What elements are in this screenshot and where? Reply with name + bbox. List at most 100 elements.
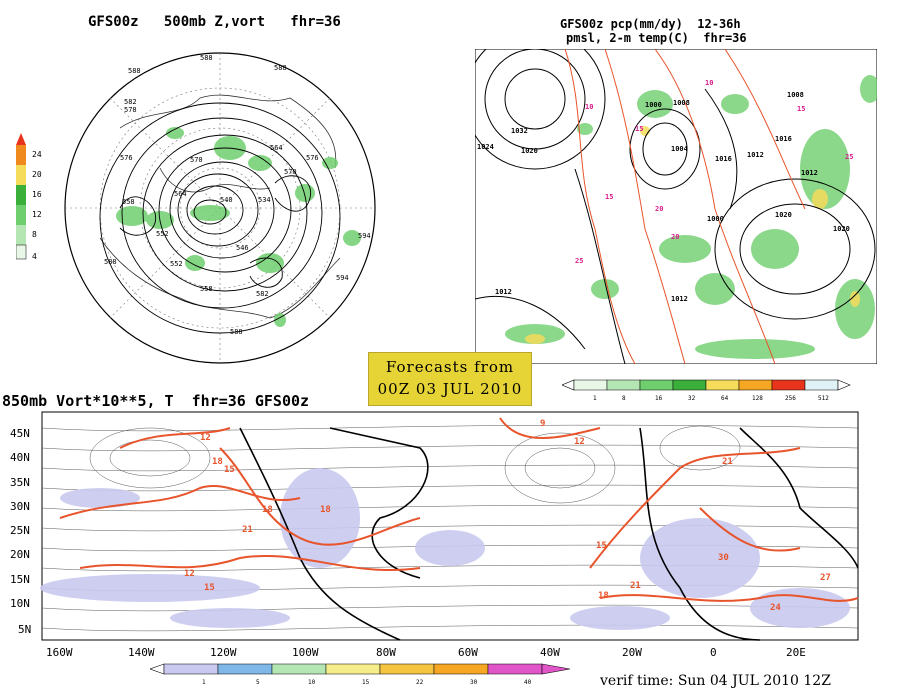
na-colorbar-label: 8 [622, 395, 626, 402]
na-colorbar-label: 64 [721, 395, 729, 402]
svg-text:18: 18 [320, 505, 331, 515]
nh-contour-label: 546 [236, 244, 249, 252]
trop-colorbar-label: 1 [202, 679, 206, 686]
svg-text:1020: 1020 [775, 211, 792, 219]
trop-temp-contours [59, 417, 859, 602]
nh-contour-label: 558 [200, 285, 213, 293]
nh-contour-label: 570 [284, 168, 297, 176]
svg-text:10N: 10N [10, 597, 30, 610]
na-pressure-labels: 1032 1028 1024 1020 1016 1012 1008 1004 … [477, 91, 850, 303]
trop-colorbar-label: 5 [256, 679, 260, 686]
svg-text:1000: 1000 [645, 101, 662, 109]
svg-text:15N: 15N [10, 573, 30, 586]
nh-contour-label: 588 [230, 328, 243, 336]
svg-text:21: 21 [242, 525, 253, 535]
svg-text:1016: 1016 [775, 135, 792, 143]
svg-text:1012: 1012 [671, 295, 688, 303]
svg-text:1012: 1012 [801, 169, 818, 177]
trop-colorbar: 1 5 10 15 22 30 40 [150, 663, 571, 686]
svg-text:18: 18 [262, 505, 273, 515]
svg-text:10: 10 [705, 79, 713, 87]
svg-text:25N: 25N [10, 524, 30, 537]
svg-text:140W: 140W [128, 646, 155, 659]
na-panel-title-2: pmsl, 2-m temp(C) fhr=36 [566, 31, 747, 45]
verification-time: verif time: Sun 04 JUL 2010 12Z [600, 673, 831, 689]
nh-contour-label: 582 [256, 290, 269, 298]
svg-text:40N: 40N [10, 451, 30, 464]
nh-legend-arrow [16, 133, 26, 145]
nh-contour-label: 570 [190, 156, 203, 164]
nh-legend-label: 12 [32, 210, 42, 219]
nh-height-contours [99, 102, 341, 334]
na-colorbar: 1 8 16 32 64 128 256 512 [562, 379, 851, 402]
svg-text:1012: 1012 [495, 288, 512, 296]
na-panel-title-1: GFS00z pcp(mm/dy) 12-36h [560, 17, 741, 31]
nh-contour-label: 578 [124, 106, 137, 114]
svg-text:15: 15 [224, 465, 235, 475]
svg-text:27: 27 [820, 573, 831, 583]
na-colorbar-label: 1 [593, 395, 597, 402]
svg-text:1016: 1016 [715, 155, 732, 163]
trop-temp-labels: 12 15 18 21 18 12 15 18 21 24 27 30 21 1… [184, 419, 831, 613]
nh-contour-label: 564 [174, 190, 187, 198]
nh-contour-label: 588 [200, 54, 213, 62]
nh-contour-label: 588 [104, 258, 117, 266]
svg-text:21: 21 [630, 581, 641, 591]
svg-text:1000: 1000 [707, 215, 724, 223]
forecast-banner: Forecasts from 00Z 03 JUL 2010 [368, 352, 532, 406]
svg-text:30N: 30N [10, 500, 30, 513]
nh-contour-label: 576 [120, 154, 133, 162]
nh-legend-label: 16 [32, 190, 42, 199]
svg-text:5N: 5N [18, 623, 31, 636]
svg-text:45N: 45N [10, 427, 30, 440]
nh-contour-label: 540 [220, 196, 233, 204]
nh-panel-title: GFS00z 500mb Z,vort fhr=36 [88, 14, 341, 30]
trop-colorbar-label: 22 [416, 679, 424, 686]
svg-text:1020: 1020 [521, 147, 538, 155]
svg-text:0: 0 [710, 646, 717, 659]
na-colorbar-label: 256 [785, 395, 796, 402]
svg-text:12: 12 [200, 433, 211, 443]
svg-text:15: 15 [596, 541, 607, 551]
svg-text:9: 9 [540, 419, 545, 429]
na-colorbar-label: 128 [752, 395, 763, 402]
svg-text:1024: 1024 [477, 143, 494, 151]
trop-colorbar-label: 30 [470, 679, 478, 686]
svg-text:20E: 20E [786, 646, 806, 659]
nh-polar-map: 588 588 588 582 578 576 570 564 558 552 … [64, 52, 376, 364]
nh-contour-labels: 588 588 588 582 578 576 570 564 558 552 … [104, 54, 371, 336]
svg-text:25: 25 [575, 257, 583, 265]
nh-legend-label: 20 [32, 170, 42, 179]
na-colorbar-label: 32 [688, 395, 696, 402]
nh-contour-label: 588 [128, 67, 141, 75]
svg-text:18: 18 [212, 457, 223, 467]
svg-text:1032: 1032 [511, 127, 528, 135]
nh-contour-label: 552 [156, 230, 169, 238]
svg-text:80W: 80W [376, 646, 396, 659]
svg-text:18: 18 [598, 591, 609, 601]
trop-map: 12 15 18 21 18 12 15 18 21 24 27 30 21 1… [10, 411, 859, 659]
forecast-banner-line2: 00Z 03 JUL 2010 [377, 380, 523, 398]
trop-colorbar-label: 10 [308, 679, 316, 686]
nh-contour-label: 594 [358, 232, 371, 240]
svg-text:1008: 1008 [673, 99, 690, 107]
nh-contour-label: 552 [170, 260, 183, 268]
nh-contour-label: 594 [336, 274, 349, 282]
svg-text:1012: 1012 [747, 151, 764, 159]
svg-text:30: 30 [718, 553, 729, 563]
nh-contour-label: 534 [258, 196, 271, 204]
trop-lon-labels: 160W 140W 120W 100W 80W 60W 40W 20W 0 20… [46, 646, 806, 659]
svg-text:1004: 1004 [671, 145, 688, 153]
trop-colorbar-label: 40 [524, 679, 532, 686]
svg-text:20: 20 [655, 205, 663, 213]
forecast-banner-line1: Forecasts from [385, 358, 515, 376]
trop-colorbar-label: 15 [362, 679, 370, 686]
svg-text:15: 15 [635, 125, 643, 133]
svg-text:40W: 40W [540, 646, 560, 659]
nh-contour-label: 558 [122, 198, 135, 206]
svg-text:160W: 160W [46, 646, 73, 659]
nh-legend-label: 4 [32, 252, 37, 261]
svg-text:20: 20 [671, 233, 679, 241]
svg-text:25: 25 [845, 153, 853, 161]
na-colorbar-label: 16 [655, 395, 663, 402]
